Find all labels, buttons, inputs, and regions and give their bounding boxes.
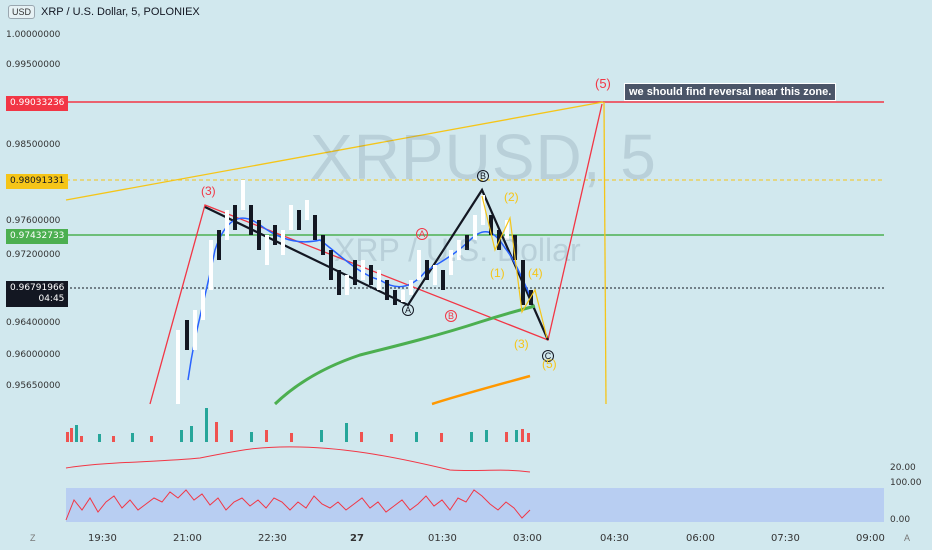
time-label: 22:30 (258, 533, 287, 544)
wave-label-black-a[interactable]: A (402, 304, 414, 316)
time-label: 09:00 (856, 533, 885, 544)
time-label: 21:00 (173, 533, 202, 544)
wave-label-3[interactable]: (3) (514, 337, 529, 351)
time-label: 06:00 (686, 533, 715, 544)
time-label: 27 (350, 533, 364, 544)
price-label: 0.99500000 (6, 60, 61, 70)
red-impulse-path[interactable] (149, 103, 603, 405)
current-price: 0.96791966 (10, 283, 65, 293)
zoom-icon[interactable]: Z (30, 533, 36, 543)
price-label: 1.00000000 (6, 30, 61, 40)
indicator-line (65, 446, 531, 473)
wave-label-red-3[interactable]: (3) (201, 184, 216, 198)
time-label: 07:30 (771, 533, 800, 544)
watermark-symbol: XRPUSD, 5 (310, 121, 657, 193)
price-label: 0.97200000 (6, 250, 61, 260)
price-label: 0.96000000 (6, 350, 61, 360)
wave-label-black-b[interactable]: B (477, 170, 489, 182)
time-label: 01:30 (428, 533, 457, 544)
yellow-level-pill[interactable]: 0.98091331 (6, 174, 69, 189)
current-price-pill[interactable]: 0.96791966 04:45 (6, 281, 69, 307)
chart-title: XRP / U.S. Dollar, 5, POLONIEX (41, 6, 200, 18)
wave-label-1[interactable]: (1) (490, 266, 505, 280)
green-moving-average (273, 304, 536, 406)
wave-label-black-c[interactable]: C (542, 350, 554, 362)
wave-label-2[interactable]: (2) (504, 190, 519, 204)
green-level-pill[interactable]: 0.97432733 (6, 229, 69, 244)
red-level-pill[interactable]: 0.99033236 (6, 96, 69, 111)
volume-bars (66, 408, 530, 442)
wave-label-red-b[interactable]: B (445, 310, 457, 322)
time-label: 19:30 (88, 533, 117, 544)
rsi-line (65, 489, 531, 521)
time-label: 04:30 (600, 533, 629, 544)
yellow-trendline[interactable] (65, 101, 604, 201)
price-label: 0.98500000 (6, 140, 61, 150)
price-label: 0.96400000 (6, 318, 61, 328)
wave-label-5-low[interactable]: (5) (542, 357, 557, 371)
orange-moving-average (431, 374, 531, 406)
time-label: 03:00 (513, 533, 542, 544)
wave-label-5[interactable]: (5) (595, 76, 611, 91)
oscillator-value: 20.00 (890, 463, 916, 473)
annotation-box[interactable]: we should find reversal near this zone. (624, 83, 837, 101)
candlesticks[interactable] (176, 180, 533, 404)
yellow-vertical-line[interactable] (603, 101, 607, 405)
rsi-bottom-label: 0.00 (890, 515, 911, 525)
currency-badge[interactable]: USD (8, 5, 36, 19)
watermark-name: XRP / U.S. Dollar (334, 232, 581, 268)
price-label: 0.97600000 (6, 216, 61, 226)
rsi-top-label: 100.00 (890, 478, 922, 488)
countdown: 04:45 (38, 294, 65, 304)
auto-scale-icon[interactable]: A (904, 533, 911, 543)
yellow-subwave-path[interactable] (481, 195, 548, 339)
chart-header: USD XRP / U.S. Dollar, 5, POLONIEX (8, 5, 200, 19)
wave-label-4[interactable]: (4) (528, 266, 543, 280)
price-label: 0.95650000 (6, 381, 61, 391)
wave-label-red-a[interactable]: A (416, 228, 428, 240)
